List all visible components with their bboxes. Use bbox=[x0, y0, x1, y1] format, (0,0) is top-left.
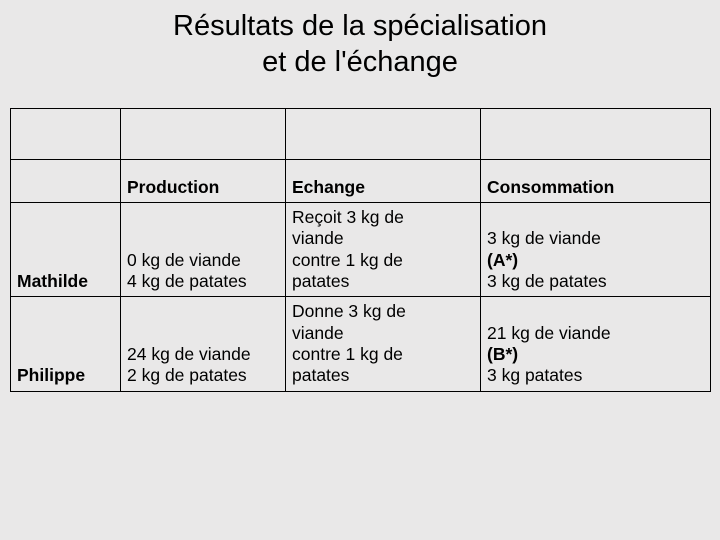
results-table-container: Production Echange Consommation Mathilde… bbox=[10, 108, 710, 392]
empty-cell bbox=[481, 109, 711, 160]
table-row: Mathilde 0 kg de viande 4 kg de patates … bbox=[11, 203, 711, 297]
cell-echange-mathilde: Reçoit 3 kg de viande contre 1 kg de pat… bbox=[286, 203, 481, 297]
page-title: Résultats de la spécialisation et de l'é… bbox=[0, 0, 720, 81]
header-empty bbox=[11, 160, 121, 203]
rowname-mathilde: Mathilde bbox=[11, 203, 121, 297]
results-table: Production Echange Consommation Mathilde… bbox=[10, 108, 711, 392]
title-line-1: Résultats de la spécialisation bbox=[173, 10, 547, 42]
header-echange: Echange bbox=[286, 160, 481, 203]
table-row: Philippe 24 kg de viande 2 kg de patates… bbox=[11, 297, 711, 391]
empty-cell bbox=[121, 109, 286, 160]
header-consommation: Consommation bbox=[481, 160, 711, 203]
table-spacer-row bbox=[11, 109, 711, 160]
cell-production-mathilde: 0 kg de viande 4 kg de patates bbox=[121, 203, 286, 297]
rowname-philippe: Philippe bbox=[11, 297, 121, 391]
empty-cell bbox=[11, 109, 121, 160]
header-production: Production bbox=[121, 160, 286, 203]
cell-production-philippe: 24 kg de viande 2 kg de patates bbox=[121, 297, 286, 391]
title-line-2: et de l'échange bbox=[262, 46, 458, 78]
cell-consommation-philippe: 21 kg de viande (B*) 3 kg patates bbox=[481, 297, 711, 391]
cell-consommation-mathilde: 3 kg de viande (A*) 3 kg de patates bbox=[481, 203, 711, 297]
table-header-row: Production Echange Consommation bbox=[11, 160, 711, 203]
cell-echange-philippe: Donne 3 kg de viande contre 1 kg de pata… bbox=[286, 297, 481, 391]
empty-cell bbox=[286, 109, 481, 160]
